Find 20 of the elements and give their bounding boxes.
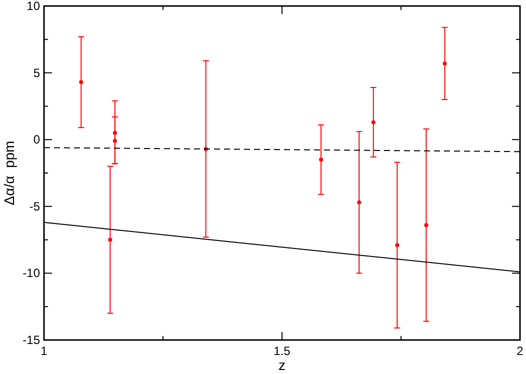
- x-tick-label: 1.5: [274, 344, 291, 358]
- point: [395, 243, 400, 248]
- y-tick-label: -15: [22, 333, 40, 347]
- y-tick-label: -10: [22, 266, 40, 280]
- x-tick-label: 1: [40, 344, 48, 358]
- x-axis-title: z: [278, 357, 286, 373]
- point: [442, 61, 447, 66]
- y-axis-title: Δα/α ppm: [1, 140, 17, 206]
- point: [112, 138, 117, 143]
- point: [319, 158, 324, 162]
- y-tick-label: 5: [33, 66, 40, 80]
- x-tick-label: 2: [516, 344, 524, 358]
- point: [424, 223, 428, 228]
- point: [108, 238, 112, 242]
- y-tick-label: -5: [29, 199, 40, 214]
- y-tick-label: 10: [26, 0, 40, 13]
- point: [79, 80, 84, 84]
- point: [357, 200, 362, 204]
- point: [371, 120, 376, 124]
- y-tick-label: 0: [33, 132, 40, 147]
